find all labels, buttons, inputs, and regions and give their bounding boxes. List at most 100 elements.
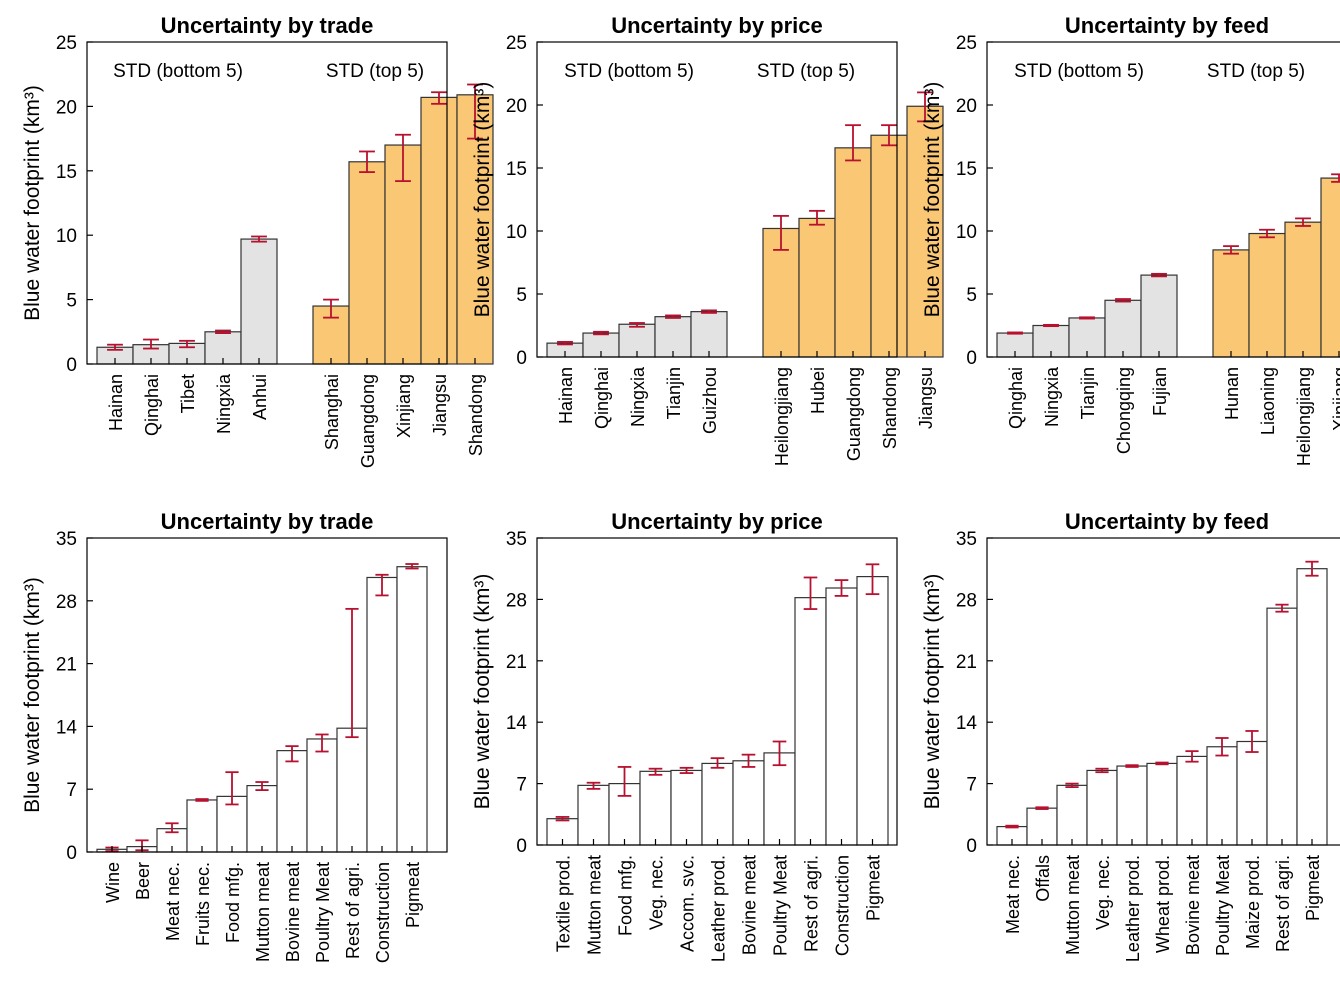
error-bar [648, 767, 663, 776]
bar-poultry-meat [1206, 746, 1238, 846]
x-tick-label: Hainan [556, 367, 576, 424]
bar-chongqing [1104, 299, 1142, 358]
error-bar [1043, 323, 1059, 328]
bar-poultry-meat [306, 738, 338, 853]
axes-frame [986, 537, 1340, 846]
x-tick-label: Ningxia [628, 366, 648, 427]
error-bar [345, 607, 359, 739]
error-bar [1115, 298, 1131, 303]
chart-panel-1: 0 5 10 15 20 25 Hainan Qinghai Tibet Ningxia Anhui… [21, 13, 494, 468]
x-tick-label: Anhui [250, 374, 270, 420]
chart-title: Uncertainty by feed [1065, 13, 1269, 38]
x-tick-label: Shandong [466, 374, 486, 456]
x-tick-label: Mutton meat [585, 855, 605, 955]
x-tick-label: Hubei [808, 367, 828, 414]
error-bar [629, 322, 645, 328]
x-tick-label: Hainan [106, 374, 126, 431]
error-bar [809, 209, 825, 226]
y-tick-label: 35 [56, 529, 77, 550]
x-tick-label: Construction [833, 855, 853, 956]
y-tick-label: 14 [56, 717, 78, 738]
chart-title: Uncertainty by trade [161, 509, 374, 534]
x-tick-label: Fujian [1150, 367, 1170, 416]
error-bar [665, 314, 681, 319]
group-label: STD (top 5) [1207, 61, 1305, 82]
y-tick-label: 5 [966, 285, 977, 306]
error-bar [1125, 764, 1139, 768]
y-tick-label: 10 [506, 222, 527, 243]
x-tick-label: Xinjiang [1330, 367, 1340, 431]
x-tick-label: Tibet [178, 374, 198, 413]
x-tick-label: Poultry Meat [771, 855, 791, 956]
bar-mutton-meat [246, 785, 278, 853]
error-bar [593, 330, 609, 336]
error-bar [1305, 560, 1319, 577]
error-bar [773, 214, 789, 251]
chart-title: Uncertainty by trade [161, 13, 374, 38]
axes-frame [986, 41, 1340, 358]
error-bar [710, 757, 725, 769]
y-tick-label: 7 [966, 775, 977, 796]
x-tick-label: Offals [1033, 855, 1053, 902]
error-bar [1005, 824, 1019, 829]
axes-frame [536, 41, 898, 358]
x-tick-label: Wine [103, 862, 123, 903]
x-tick-label: Veg. nec. [1093, 855, 1113, 930]
bar-wheat-prod [1146, 762, 1178, 846]
y-tick-label: 25 [56, 33, 77, 54]
y-tick-label: 10 [956, 222, 977, 243]
y-tick-label: 35 [956, 529, 977, 550]
x-tick-label: Meat nec. [163, 862, 183, 941]
y-tick-label: 21 [56, 655, 77, 676]
error-bar [1259, 228, 1275, 239]
y-tick-label: 15 [56, 162, 77, 183]
error-bar [555, 816, 570, 822]
x-tick-label: Jiangsu [916, 367, 936, 429]
y-tick-label: 5 [516, 285, 527, 306]
x-tick-label: Leather prod. [1123, 855, 1143, 962]
x-tick-label: Mutton meat [253, 862, 273, 962]
y-tick-label: 28 [506, 590, 527, 611]
error-bar [701, 309, 717, 314]
error-bar [1079, 316, 1095, 320]
bar-bovine-meat [1176, 755, 1208, 846]
bar-hubei [798, 217, 836, 358]
y-tick-label: 7 [66, 780, 77, 801]
bar-xinjiang [1320, 177, 1340, 358]
bar-guizhou [690, 311, 728, 358]
error-bar [557, 340, 573, 346]
x-tick-label: Qinghai [1006, 367, 1026, 429]
x-tick-label: Guangdong [358, 374, 378, 468]
y-tick-label: 14 [956, 713, 978, 734]
group-label: STD (bottom 5) [564, 61, 694, 82]
error-bar [1007, 331, 1023, 335]
bar-pigmeat [396, 566, 428, 853]
axes-frame [86, 537, 448, 853]
chart-panel-3: 0 5 10 15 20 25 Qinghai Ningxia Tianjin Chongqing… [921, 13, 1340, 466]
bar-tianjin [654, 316, 692, 358]
x-tick-label: Liaoning [1258, 367, 1278, 435]
chart-panel-5: 0 7 14 21 28 35 Textile prod. Mutton meat Food m… [471, 509, 898, 962]
x-tick-label: Accom. svc. [678, 855, 698, 952]
y-tick-label: 28 [56, 592, 77, 613]
bar-rest-of-agri [336, 727, 368, 853]
bar-mutton-meat [1056, 784, 1088, 846]
bar-mutton-meat [577, 784, 610, 846]
bar-pigmeat [1296, 568, 1328, 846]
error-bar [1155, 761, 1169, 766]
y-tick-label: 0 [966, 836, 977, 857]
x-tick-label: Food mfg. [223, 862, 243, 943]
group-label: STD (top 5) [326, 61, 424, 82]
error-bar [1275, 603, 1289, 613]
y-axis-label: Blue water footprint (km³) [471, 574, 494, 810]
error-bar [1095, 767, 1109, 774]
bar-accom-svc [670, 769, 703, 846]
bar-anhui [240, 238, 278, 365]
x-tick-label: Maize prod. [1243, 855, 1263, 949]
axes-frame [86, 41, 448, 365]
y-axis-label: Blue water footprint (km³) [471, 82, 494, 318]
bar-rest-of-agri [794, 597, 827, 846]
x-tick-label: Leather prod. [709, 855, 729, 962]
bar-guangdong [348, 161, 386, 365]
